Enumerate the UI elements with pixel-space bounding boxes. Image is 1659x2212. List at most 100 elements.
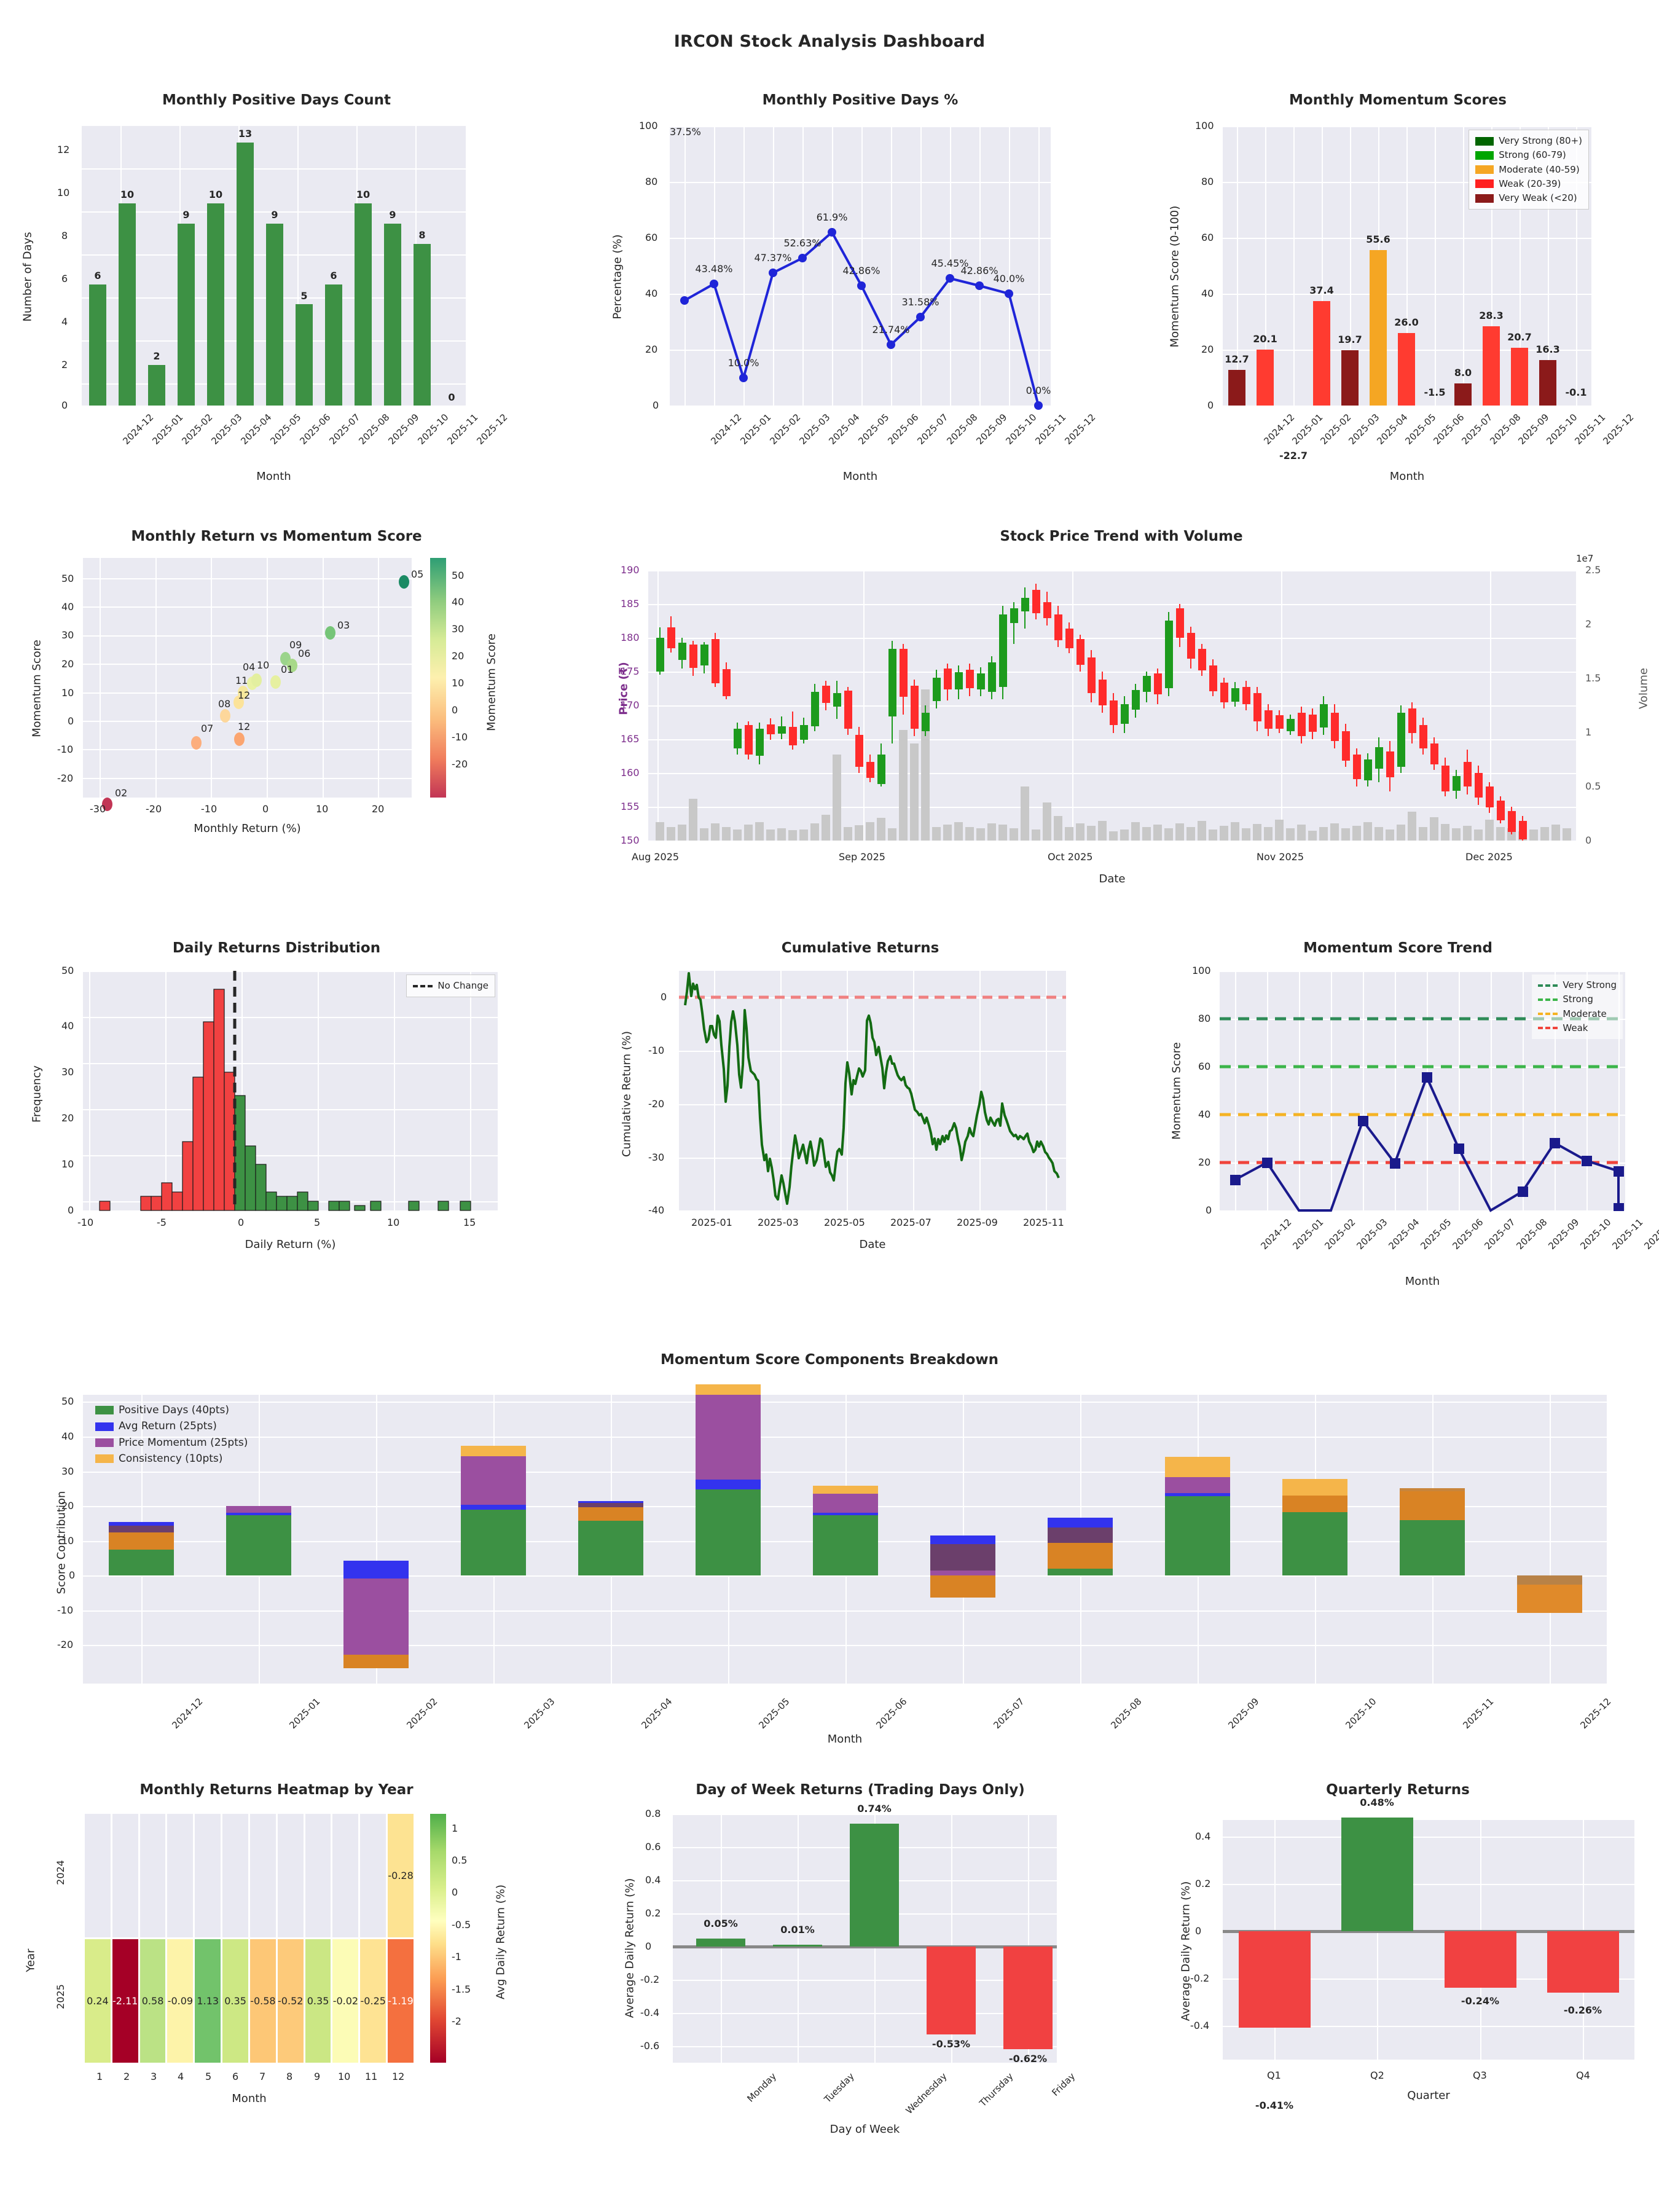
bar-value: -0.1 <box>1565 386 1587 398</box>
heatmap-cell: -0.25 <box>360 1939 386 2063</box>
x-tick: 2025-08 <box>356 412 392 447</box>
bar-value: 0.05% <box>704 1918 738 1929</box>
legend-swatch-avg-return <box>95 1422 114 1431</box>
y-tick: 60 <box>1198 1061 1211 1072</box>
y-axis-label: Frequency <box>30 1065 44 1123</box>
x-tick: 2025-12 <box>1578 1696 1614 1732</box>
heatmap-cell-value: -0.28 <box>388 1870 414 1881</box>
x-tick: 2025-01 <box>1290 1217 1326 1252</box>
heatmap-cell-value: 0.58 <box>141 1995 164 2007</box>
heatmap-cell-value: -0.09 <box>167 1995 194 2007</box>
chart-title: Cumulative Returns <box>781 940 939 956</box>
heatmap-cell: 1.13 <box>195 1939 221 2063</box>
x-tick: 2025-11 <box>1033 412 1069 447</box>
panel-quarterly-returns: Quarterly Returns Average Daily Return (… <box>1137 1782 1659 2175</box>
bar <box>1003 1947 1053 2049</box>
y-tick: 0 <box>1195 1925 1202 1937</box>
y-tick: -20 <box>57 1639 74 1650</box>
y-tick: 20 <box>61 1500 74 1512</box>
colorbar-tick: 20 <box>452 650 465 662</box>
plot-area: Positive Days (40pts) Avg Return (25pts)… <box>83 1384 1607 1684</box>
chart-title: Monthly Positive Days Count <box>162 92 391 108</box>
bar <box>1511 348 1528 406</box>
x-tick: 2025-11 <box>1461 1696 1496 1732</box>
point-value: 40.0% <box>993 273 1025 284</box>
x-axis-label: Day of Week <box>830 2123 900 2136</box>
legend-item: Very Strong (80+) <box>1475 134 1582 148</box>
x-axis-label: Month <box>827 1733 863 1746</box>
x-tick: 2025-09 <box>974 412 1010 447</box>
y-tick: 0.6 <box>645 1841 661 1853</box>
x-tick: 2025-11 <box>1610 1217 1645 1252</box>
y-axis-label: Number of Days <box>21 232 34 322</box>
bar <box>1398 333 1415 406</box>
bar-value: 13 <box>238 128 253 139</box>
bar <box>1454 383 1472 406</box>
x-tick: 2024-12 <box>1261 412 1297 447</box>
x-tick: 2025-09 <box>1516 412 1551 447</box>
y-tick: 50 <box>61 965 74 976</box>
legend-item: Moderate <box>1538 1007 1617 1021</box>
scatter-label: 08 <box>218 698 231 710</box>
bar-value: 20.7 <box>1507 331 1532 343</box>
chart-title: Stock Price Trend with Volume <box>1000 528 1243 544</box>
scatter-point <box>399 575 409 589</box>
y-axis-label: Momentum Score (0-100) <box>1168 205 1182 348</box>
y-tick: 0 <box>61 399 68 411</box>
scatter-point <box>325 626 335 640</box>
heatmap-cell-value: 1.13 <box>197 1995 219 2007</box>
heatmap-cell: -0.09 <box>167 1939 194 2063</box>
x-tick: 2025-03 <box>1346 412 1382 447</box>
x-tick: 2025-12 <box>474 412 510 447</box>
heatmap-cell <box>112 1814 138 1937</box>
x-tick: -5 <box>157 1217 167 1228</box>
y-tick: 0.4 <box>645 1874 661 1886</box>
panel-monthly-returns-heatmap: Monthly Returns Heatmap by Year Year -0.… <box>0 1782 553 2175</box>
x-tick: Monday <box>745 2071 779 2104</box>
x-axis-label: Month <box>256 470 291 483</box>
bar-value: 10 <box>120 189 135 200</box>
heatmap-cell: 0.35 <box>305 1939 331 2063</box>
bar-value: 12.7 <box>1225 353 1249 365</box>
x-tick: 2025-08 <box>1514 1217 1550 1252</box>
x-tick: 2025-02 <box>1318 412 1354 447</box>
bar-value: 6 <box>330 270 337 281</box>
panel-cumulative-returns: Cumulative Returns Cumulative Return (%)… <box>584 940 1137 1321</box>
bar <box>850 1824 899 1947</box>
colorbar-tick: 30 <box>452 623 465 635</box>
y-tick: 0.8 <box>645 1808 661 1819</box>
x-tick: 2025-01 <box>738 412 774 447</box>
x-axis-label: Month <box>842 470 878 483</box>
y-tick: 100 <box>1195 120 1214 131</box>
x-tick: 2025-02 <box>767 412 803 447</box>
colorbar-tick: 0 <box>452 704 458 716</box>
heatmap-cell-value: -0.02 <box>332 1995 359 2007</box>
x-tick: 2025-09 <box>957 1217 998 1228</box>
x-tick: 2025-06 <box>1431 412 1467 447</box>
x-tick: 2025-03 <box>1354 1217 1390 1252</box>
y-tick: 10 <box>61 1535 74 1547</box>
x-tick: 8 <box>286 2071 293 2082</box>
y-tick: 0 <box>1207 399 1214 411</box>
plot-area: 12.7 20.1 -22.7 37.4 19.7 55.6 26.0 -1.5… <box>1223 126 1591 461</box>
x-tick: Q1 <box>1267 2069 1281 2081</box>
heatmap-cell: 0.24 <box>85 1939 111 2063</box>
y-tick: 0.4 <box>1195 1830 1211 1842</box>
x-tick: 10 <box>316 803 329 815</box>
bar-value: 8.0 <box>1454 367 1472 378</box>
y-tick: 30 <box>61 629 74 641</box>
heatmap-cell <box>195 1814 221 1937</box>
x-tick: 2025-10 <box>415 412 451 447</box>
point-value: 47.37% <box>754 252 792 264</box>
bar-value: -0.26% <box>1563 2004 1602 2016</box>
legend-label: Avg Return (25pts) <box>119 1420 217 1433</box>
x-tick: 5 <box>314 1217 321 1228</box>
x-tick: 20 <box>372 803 385 815</box>
no-change-line-icon <box>413 984 433 987</box>
point-value: 21.74% <box>872 324 910 335</box>
bar-value: 2 <box>153 350 160 362</box>
x-tick: 7 <box>259 2071 266 2082</box>
point-value: 31.58% <box>901 296 939 308</box>
scatter-point <box>233 696 244 709</box>
y-tick: 0 <box>69 1569 76 1581</box>
